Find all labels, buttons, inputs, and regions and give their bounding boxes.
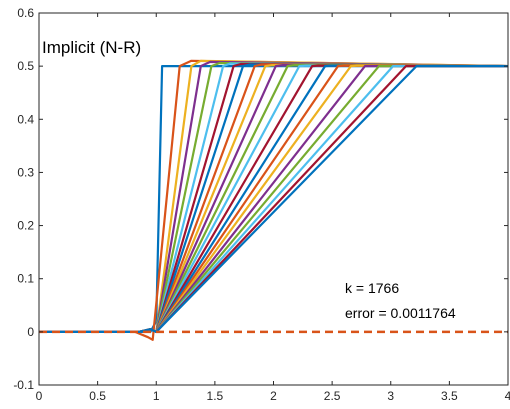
x-tick-label: 0 <box>36 389 43 403</box>
method-label: Implicit (N-R) <box>42 38 141 57</box>
x-tick-label: 4 <box>505 389 510 403</box>
x-tick-label: 1 <box>153 389 160 403</box>
error-label: error = 0.0011764 <box>345 305 456 321</box>
y-tick-label: 0.1 <box>17 272 34 286</box>
x-tick-label: 2 <box>270 389 277 403</box>
x-tick-label: 0.5 <box>89 389 106 403</box>
k-label: k = 1766 <box>345 280 399 296</box>
y-tick-label: 0.2 <box>17 219 34 233</box>
x-tick-label: 3 <box>387 389 394 403</box>
y-tick-label: 0.3 <box>17 165 34 179</box>
y-tick-label: 0.6 <box>17 6 34 20</box>
y-tick-label: 0.5 <box>17 59 34 73</box>
y-tick-label: -0.1 <box>13 378 34 392</box>
y-tick-label: 0.4 <box>17 112 34 126</box>
x-tick-label: 1.5 <box>207 389 224 403</box>
x-tick-label: 2.5 <box>324 389 341 403</box>
axis-layer: 0 0.5 1 1.5 2 2.5 3 3.5 4-0.100.10.20.30.40.50.6 <box>13 6 510 403</box>
series-layer <box>39 59 509 341</box>
x-tick-label: 3.5 <box>441 389 458 403</box>
y-tick-label: 0 <box>27 325 34 339</box>
